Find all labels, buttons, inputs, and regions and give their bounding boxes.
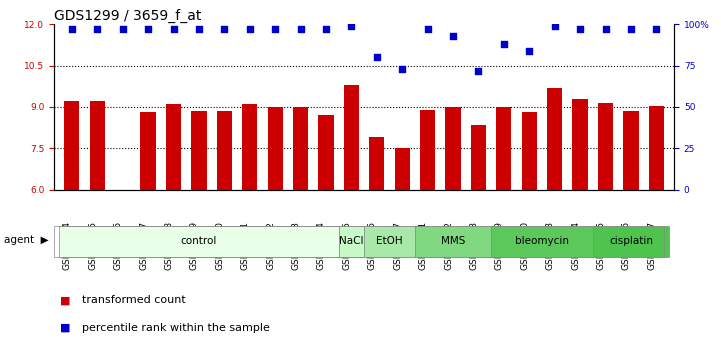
- Bar: [59, 226, 339, 257]
- Point: [600, 26, 611, 32]
- Text: GSM40732: GSM40732: [444, 221, 453, 270]
- Bar: [491, 226, 593, 257]
- Text: ■: ■: [61, 295, 71, 305]
- Text: EtOH: EtOH: [376, 237, 403, 246]
- Text: GSM40717: GSM40717: [139, 221, 148, 270]
- Bar: [191, 111, 206, 190]
- Point: [650, 26, 662, 32]
- Bar: [293, 107, 308, 190]
- Point: [142, 26, 154, 32]
- Bar: [598, 103, 613, 190]
- Point: [295, 26, 306, 32]
- Text: GSM40731: GSM40731: [419, 221, 428, 270]
- Bar: [242, 104, 257, 190]
- Bar: [394, 148, 410, 190]
- Point: [117, 26, 128, 32]
- Text: transformed count: transformed count: [82, 295, 186, 305]
- Point: [345, 23, 357, 29]
- Text: GSM40728: GSM40728: [469, 221, 479, 270]
- Point: [371, 55, 383, 60]
- Text: GSM40727: GSM40727: [393, 221, 402, 270]
- Point: [320, 26, 332, 32]
- Bar: [547, 88, 562, 190]
- Text: GSM40718: GSM40718: [164, 221, 174, 270]
- Point: [498, 41, 510, 47]
- Text: GSM40725: GSM40725: [342, 221, 351, 270]
- Point: [625, 26, 637, 32]
- Text: percentile rank within the sample: percentile rank within the sample: [82, 323, 270, 333]
- Point: [270, 26, 281, 32]
- Bar: [344, 85, 359, 190]
- Text: agent  ▶: agent ▶: [4, 235, 48, 245]
- Text: GSM40724: GSM40724: [317, 221, 326, 270]
- Bar: [593, 226, 669, 257]
- Point: [66, 26, 78, 32]
- Point: [397, 66, 408, 72]
- Text: GSM40734: GSM40734: [571, 221, 580, 270]
- Bar: [64, 101, 79, 190]
- Point: [244, 26, 255, 32]
- Bar: [446, 107, 461, 190]
- Bar: [522, 112, 537, 190]
- Bar: [471, 125, 486, 190]
- Text: ■: ■: [61, 323, 71, 333]
- Point: [549, 23, 560, 29]
- Bar: [415, 226, 491, 257]
- Bar: [319, 115, 334, 190]
- Bar: [339, 226, 364, 257]
- Text: cisplatin: cisplatin: [609, 237, 653, 246]
- Bar: [420, 110, 435, 190]
- Bar: [166, 104, 181, 190]
- Text: GSM40733: GSM40733: [546, 221, 554, 270]
- Text: GSM40720: GSM40720: [216, 221, 224, 270]
- Text: GSM40735: GSM40735: [596, 221, 606, 270]
- Point: [523, 48, 535, 53]
- Bar: [572, 99, 588, 190]
- Point: [473, 68, 485, 73]
- Text: GSM40729: GSM40729: [495, 221, 504, 270]
- Bar: [267, 107, 283, 190]
- Bar: [217, 111, 232, 190]
- Bar: [364, 226, 415, 257]
- Bar: [141, 112, 156, 190]
- Text: GSM40714: GSM40714: [63, 221, 72, 270]
- Text: bleomycin: bleomycin: [515, 237, 569, 246]
- Bar: [649, 106, 664, 190]
- Text: control: control: [181, 237, 217, 246]
- Text: GSM40737: GSM40737: [647, 221, 656, 270]
- Bar: [624, 111, 639, 190]
- Point: [447, 33, 459, 39]
- Point: [92, 26, 103, 32]
- Text: MMS: MMS: [441, 237, 465, 246]
- Text: NaCl: NaCl: [339, 237, 363, 246]
- Text: GSM40716: GSM40716: [114, 221, 123, 270]
- Text: GSM40726: GSM40726: [368, 221, 377, 270]
- Point: [168, 26, 180, 32]
- Bar: [369, 137, 384, 190]
- Text: GDS1299 / 3659_f_at: GDS1299 / 3659_f_at: [54, 9, 201, 23]
- Bar: [89, 101, 105, 190]
- Text: GSM40723: GSM40723: [291, 221, 301, 270]
- Text: GSM40722: GSM40722: [266, 221, 275, 270]
- Point: [218, 26, 230, 32]
- Text: GSM40730: GSM40730: [521, 221, 529, 270]
- Point: [575, 26, 586, 32]
- Text: GSM40719: GSM40719: [190, 221, 199, 270]
- Bar: [496, 107, 511, 190]
- Point: [193, 26, 205, 32]
- Text: GSM40715: GSM40715: [88, 221, 97, 270]
- Text: GSM40736: GSM40736: [622, 221, 631, 270]
- Point: [422, 26, 433, 32]
- Text: GSM40721: GSM40721: [241, 221, 249, 270]
